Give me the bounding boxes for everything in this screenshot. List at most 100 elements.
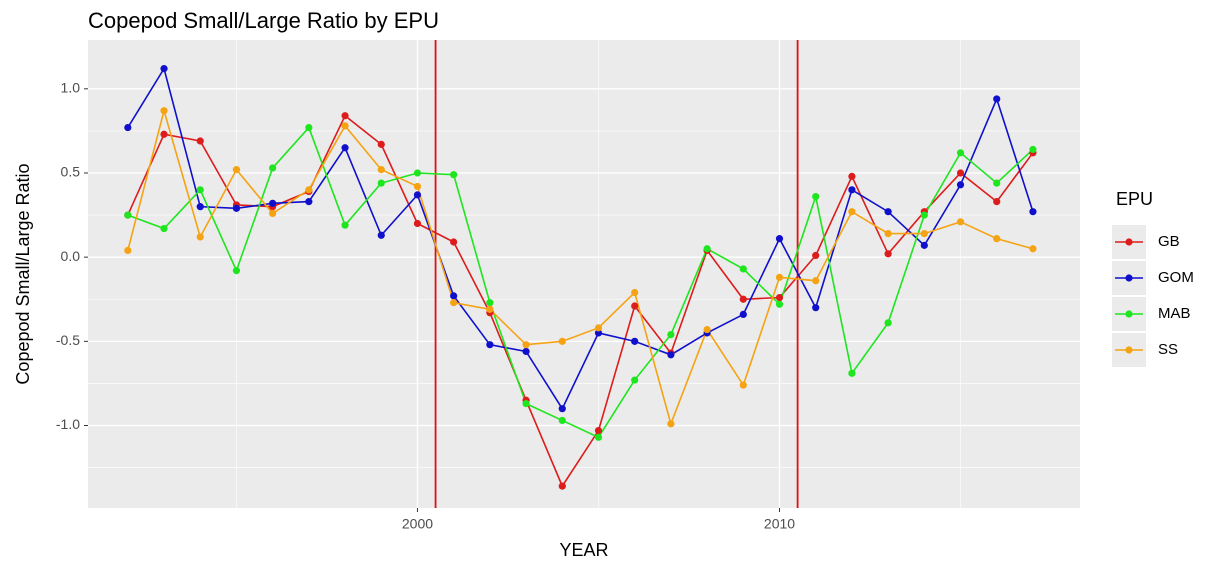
- data-point: [775, 235, 784, 243]
- data-point: [993, 95, 1001, 103]
- legend-title: EPU: [1116, 189, 1153, 209]
- legend-label: GB: [1158, 233, 1180, 250]
- data-point: [413, 191, 422, 199]
- data-point: [739, 295, 747, 303]
- y-tick-label: -1.0: [56, 416, 80, 432]
- legend-swatch: [1125, 346, 1133, 354]
- data-point: [956, 169, 965, 177]
- data-point: [305, 123, 313, 132]
- data-point: [920, 241, 928, 249]
- data-point: [631, 337, 639, 345]
- y-axis-label: Copepod Small/Large Ratio: [13, 163, 33, 384]
- data-point: [667, 331, 675, 339]
- series-line: [127, 107, 1034, 427]
- data-point: [450, 238, 458, 246]
- data-point: [884, 319, 892, 327]
- data-point: [341, 112, 349, 120]
- data-point: [848, 208, 856, 216]
- data-point: [993, 179, 1001, 187]
- data-point: [522, 341, 530, 349]
- data-point: [956, 218, 965, 226]
- data-point: [196, 137, 204, 145]
- data-point: [920, 229, 928, 238]
- y-tick-label: 0.0: [61, 248, 81, 264]
- data-point: [739, 381, 747, 389]
- y-tick-label: 0.5: [61, 164, 81, 180]
- x-tick-label: 2010: [764, 516, 795, 532]
- data-point: [232, 267, 241, 275]
- data-point: [486, 305, 494, 313]
- legend-label: GOM: [1158, 269, 1194, 286]
- data-point: [993, 235, 1001, 243]
- data-point: [1029, 145, 1037, 154]
- series-line: [127, 66, 1034, 411]
- data-point: [450, 292, 458, 300]
- data-point: [124, 211, 132, 219]
- data-point: [594, 329, 603, 337]
- data-point: [812, 251, 820, 260]
- data-point: [522, 347, 530, 356]
- data-point: [594, 324, 603, 332]
- data-point: [377, 166, 385, 174]
- legend-swatch: [1125, 310, 1133, 318]
- data-point: [739, 265, 747, 273]
- x-axis-label: YEAR: [559, 540, 608, 560]
- data-point: [160, 130, 168, 138]
- data-point: [848, 172, 856, 180]
- data-point: [775, 300, 784, 308]
- data-point: [956, 149, 965, 157]
- data-point: [341, 122, 349, 130]
- data-point: [775, 293, 784, 302]
- data-point: [594, 426, 603, 435]
- series-line: [127, 126, 1034, 439]
- data-point: [812, 304, 820, 312]
- data-point: [305, 186, 313, 194]
- y-tick-label: -0.5: [56, 332, 80, 348]
- data-point: [450, 299, 458, 307]
- data-point: [160, 107, 168, 115]
- data-point: [196, 203, 204, 211]
- data-point: [812, 192, 820, 201]
- data-point: [631, 302, 639, 310]
- legend-swatch: [1125, 274, 1133, 282]
- legend-label: SS: [1158, 341, 1178, 358]
- data-point: [920, 211, 928, 219]
- x-tick-label: 2000: [402, 516, 433, 532]
- data-point: [884, 208, 892, 216]
- legend-label: MAB: [1158, 305, 1191, 322]
- data-point: [703, 325, 711, 334]
- data-point: [594, 433, 603, 441]
- data-point: [558, 337, 566, 345]
- data-point: [450, 171, 458, 179]
- data-point: [558, 405, 566, 413]
- data-point: [558, 416, 566, 425]
- series-line: [127, 114, 1034, 488]
- data-point: [377, 179, 385, 187]
- data-point: [848, 369, 856, 377]
- data-point: [377, 231, 385, 239]
- data-point: [341, 144, 349, 152]
- data-point: [377, 140, 385, 148]
- data-point: [413, 182, 422, 191]
- data-point: [232, 204, 241, 212]
- data-point: [196, 186, 204, 194]
- legend-swatch: [1125, 238, 1133, 246]
- data-point: [1029, 208, 1037, 216]
- data-point: [160, 224, 168, 233]
- data-point: [812, 277, 820, 285]
- data-point: [558, 482, 566, 490]
- data-point: [884, 250, 892, 258]
- data-point: [884, 229, 892, 238]
- data-point: [631, 288, 639, 297]
- data-point: [413, 219, 422, 228]
- data-point: [305, 198, 313, 206]
- chart-title: Copepod Small/Large Ratio by EPU: [88, 8, 439, 33]
- data-point: [124, 123, 132, 132]
- data-point: [848, 186, 856, 194]
- data-point: [341, 221, 349, 229]
- data-point: [413, 169, 422, 177]
- data-point: [522, 400, 530, 408]
- data-point: [196, 233, 204, 241]
- data-point: [775, 273, 784, 281]
